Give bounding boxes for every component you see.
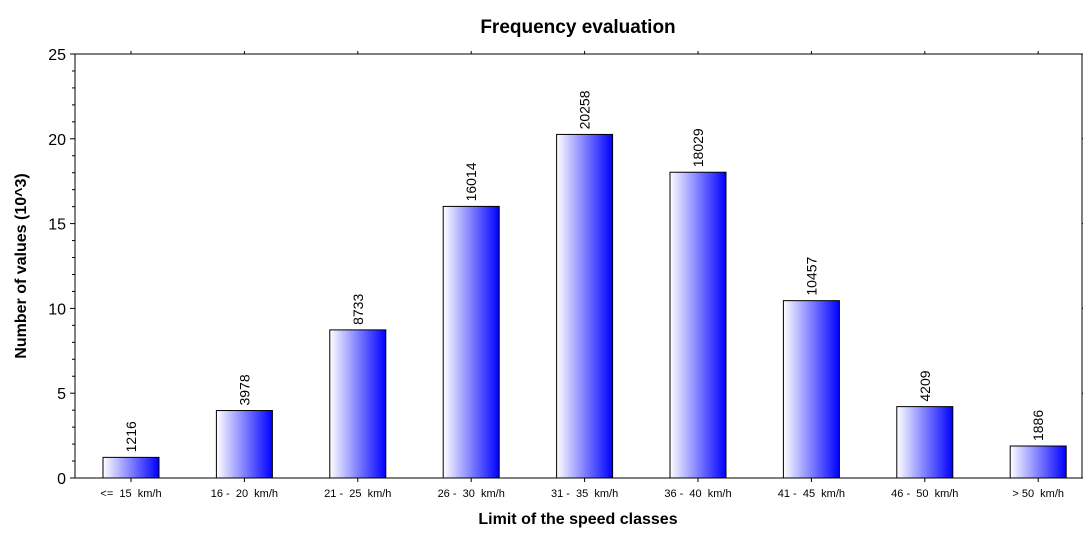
- x-tick-label: 26 - 30 km/h: [438, 488, 505, 500]
- x-tick-label: 46 - 50 km/h: [891, 488, 958, 500]
- x-tick-label: 16 - 20 km/h: [211, 488, 278, 500]
- bar: [556, 133, 614, 479]
- x-axis-label: Limit of the speed classes: [478, 511, 677, 528]
- x-tick-label: 21 - 25 km/h: [324, 488, 391, 500]
- bar: [669, 171, 727, 479]
- y-tick-label: 20: [48, 132, 66, 149]
- x-tick-label: <= 15 km/h: [100, 488, 161, 500]
- bar: [1009, 445, 1067, 479]
- bar-value-label: 3978: [236, 374, 252, 405]
- bar: [896, 406, 954, 479]
- x-tick-label: 36 - 40 km/h: [664, 488, 731, 500]
- bar-value-label: 16014: [463, 162, 479, 201]
- bar-value-label: 8733: [350, 294, 366, 325]
- bar-value-label: 10457: [803, 257, 819, 296]
- y-tick-label: 5: [57, 386, 66, 403]
- x-tick-label: 41 - 45 km/h: [778, 488, 845, 500]
- x-tick-label: 31 - 35 km/h: [551, 488, 618, 500]
- bar-value-label: 1886: [1030, 410, 1046, 441]
- chart-title: Frequency evaluation: [480, 17, 675, 38]
- bar: [782, 300, 840, 479]
- y-tick-label: 0: [57, 471, 66, 488]
- bar: [215, 410, 273, 479]
- bar: [442, 205, 500, 479]
- bar-value-label: 20258: [577, 90, 593, 129]
- y-tick-label: 15: [48, 217, 66, 234]
- bar: [102, 456, 160, 479]
- y-axis-label: Number of values (10^3): [13, 173, 30, 358]
- y-tick-label: 25: [48, 47, 66, 64]
- y-tick-label: 10: [48, 301, 66, 318]
- bar-value-label: 1216: [123, 421, 139, 452]
- bar: [329, 329, 387, 479]
- bar-value-label: 18029: [690, 128, 706, 167]
- x-tick-label: > 50 km/h: [1012, 488, 1064, 500]
- bar-value-label: 4209: [917, 370, 933, 401]
